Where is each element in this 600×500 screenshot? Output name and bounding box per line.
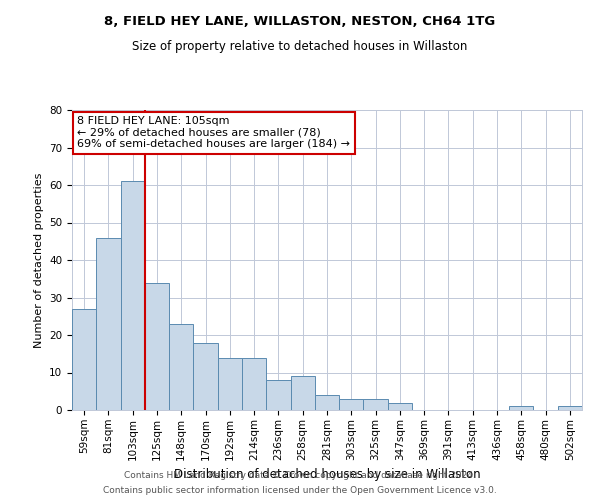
Bar — [242, 358, 266, 410]
Bar — [145, 282, 169, 410]
Bar — [121, 181, 145, 410]
Text: 8 FIELD HEY LANE: 105sqm
← 29% of detached houses are smaller (78)
69% of semi-d: 8 FIELD HEY LANE: 105sqm ← 29% of detach… — [77, 116, 350, 149]
Bar — [218, 358, 242, 410]
Bar — [509, 406, 533, 410]
Bar — [72, 308, 96, 410]
Text: Size of property relative to detached houses in Willaston: Size of property relative to detached ho… — [133, 40, 467, 53]
Bar — [388, 402, 412, 410]
Bar — [290, 376, 315, 410]
Bar — [96, 238, 121, 410]
Bar — [169, 324, 193, 410]
Bar — [558, 406, 582, 410]
Bar — [315, 395, 339, 410]
Y-axis label: Number of detached properties: Number of detached properties — [34, 172, 44, 348]
Text: Contains HM Land Registry data © Crown copyright and database right 2024.: Contains HM Land Registry data © Crown c… — [124, 471, 476, 480]
Text: Contains public sector information licensed under the Open Government Licence v3: Contains public sector information licen… — [103, 486, 497, 495]
Bar — [266, 380, 290, 410]
X-axis label: Distribution of detached houses by size in Willaston: Distribution of detached houses by size … — [173, 468, 481, 481]
Bar — [193, 342, 218, 410]
Bar — [339, 399, 364, 410]
Bar — [364, 399, 388, 410]
Text: 8, FIELD HEY LANE, WILLASTON, NESTON, CH64 1TG: 8, FIELD HEY LANE, WILLASTON, NESTON, CH… — [104, 15, 496, 28]
